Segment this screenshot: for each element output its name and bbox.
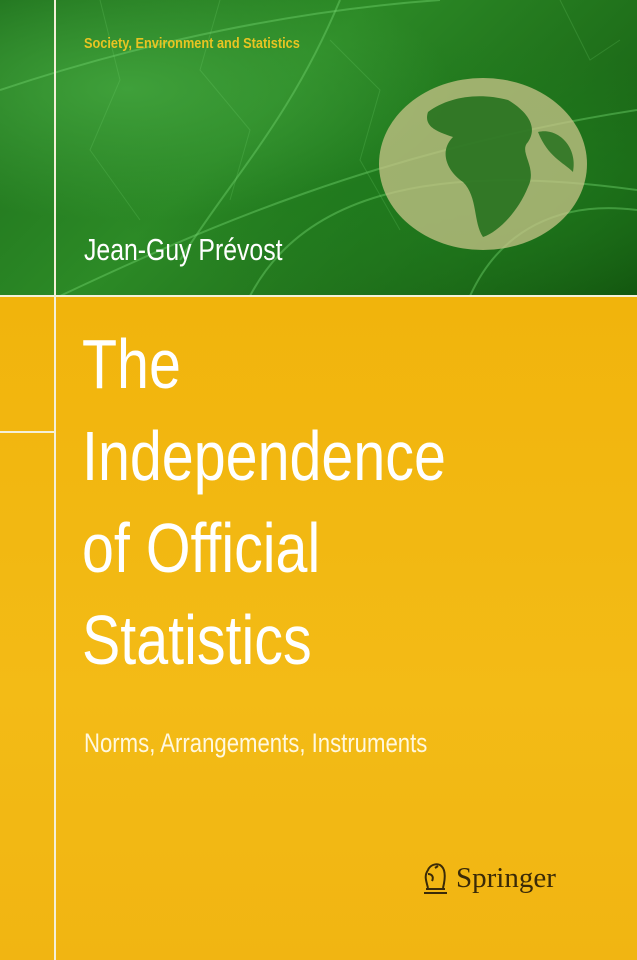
title-line: Statistics <box>82 601 312 679</box>
title-line: The <box>82 325 181 403</box>
divider-spine-mark <box>0 431 54 433</box>
divider-horizontal <box>0 295 637 297</box>
divider-vertical <box>54 0 56 960</box>
leaf-veins <box>0 0 637 296</box>
book-title: The Independence of Official Statistics <box>82 318 446 686</box>
cover-yellow-panel <box>0 296 637 960</box>
publisher-logo: Springer <box>420 860 556 896</box>
author-name: Jean-Guy Prévost <box>84 232 283 267</box>
series-title: Society, Environment and Statistics <box>84 35 300 52</box>
title-line: Independence <box>82 417 446 495</box>
book-subtitle: Norms, Arrangements, Instruments <box>84 728 428 758</box>
springer-horse-icon <box>424 863 447 894</box>
globe-icon <box>379 78 587 250</box>
publisher-name: Springer <box>456 861 556 894</box>
title-line: of Official <box>82 509 321 587</box>
